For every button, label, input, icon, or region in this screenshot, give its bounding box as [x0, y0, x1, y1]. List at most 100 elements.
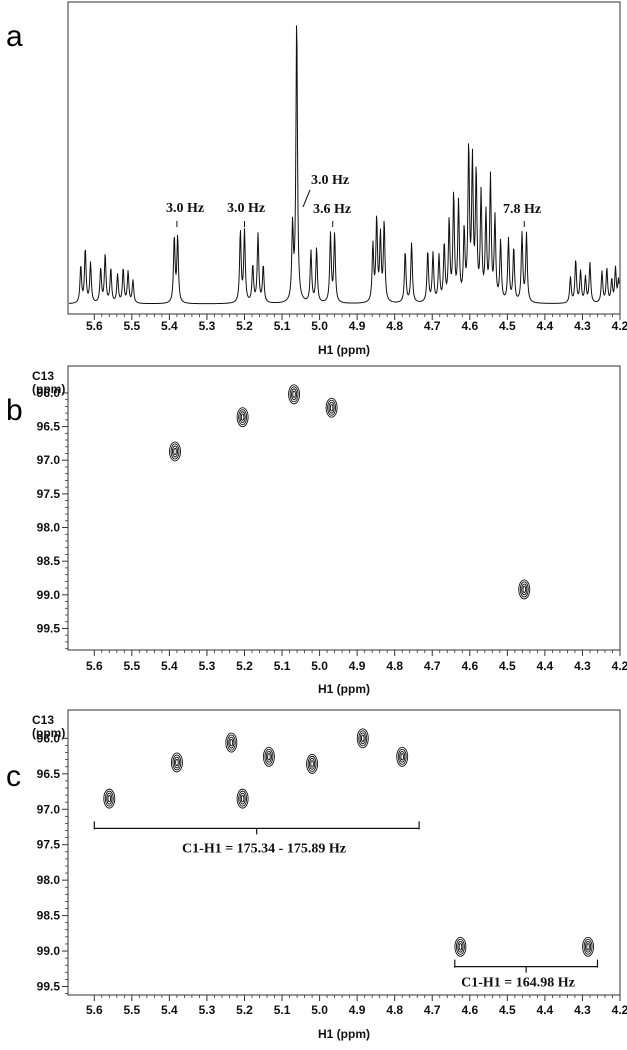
cross-peak [103, 788, 116, 809]
contour-ring [288, 384, 301, 405]
x-tick-label: 5.6 [86, 1003, 103, 1017]
annotation-leader [302, 189, 311, 208]
panel-a-frame [67, 1, 621, 315]
contour-ring [522, 585, 526, 594]
contour-ring [356, 728, 369, 749]
cross-peak [236, 788, 249, 809]
panel-c-coupled-hsqc: C13 (ppm) 96.0 96.5 97.0 97.5 98.0 98.5 99.0 99… [32, 709, 627, 1041]
cross-peak [454, 936, 467, 957]
y-tick-label: 98.0 [37, 873, 61, 887]
contour-ring [454, 936, 467, 957]
contour-ring [329, 404, 334, 412]
x-tick-label: 5.2 [236, 1003, 253, 1017]
y-tick-label: 96.5 [37, 420, 61, 434]
contour-ring [172, 754, 182, 771]
x-tick-label: 5.5 [123, 1003, 140, 1017]
cross-peak [306, 753, 319, 774]
panel-b-y-axis-label-line2: (ppm) [32, 382, 65, 396]
y-tick-label: 96.0 [37, 386, 61, 400]
contour-ring [239, 411, 246, 423]
y-tick-label: 98.0 [37, 521, 61, 535]
contour-ring [400, 753, 404, 761]
contour-ring [107, 794, 112, 803]
panel-c-y-axis-label-line1: C13 [32, 713, 54, 727]
contour-ring [103, 788, 116, 809]
x-tick-label: 5.3 [199, 659, 216, 673]
cross-peak [262, 746, 275, 767]
x-tick-label: 4.9 [349, 659, 366, 673]
contour-ring [173, 756, 180, 769]
x-tick-label: 5.3 [199, 1003, 216, 1017]
contour-ring [455, 938, 465, 955]
x-tick-label: 4.2 [612, 1003, 627, 1017]
x-tick-label: 5.0 [311, 1003, 328, 1017]
coupling-bracket: C1-H1 = 175.34 - 175.89 Hz [93, 821, 420, 856]
y-tick-label: 97.5 [37, 487, 61, 501]
y-tick-label: 98.5 [37, 554, 61, 568]
x-tick-label: 5.2 [236, 659, 253, 673]
contour-ring [170, 443, 180, 460]
x-tick-label: 4.5 [499, 1003, 516, 1017]
coupling-annotation: 7.8 Hz [503, 202, 541, 217]
x-tick-label: 4.7 [424, 319, 441, 333]
x-tick-label: 4.7 [424, 659, 441, 673]
cross-peak [356, 728, 369, 749]
cross-peak [170, 752, 183, 773]
x-tick-label: 4.3 [574, 659, 591, 673]
contour-ring [519, 581, 529, 598]
cross-peak [225, 732, 238, 753]
x-tick-label: 5.3 [199, 319, 216, 333]
contour-ring [238, 409, 248, 426]
coupling-annotation: 3.0 Hz [227, 201, 265, 216]
y-tick-label: 99.0 [37, 588, 61, 602]
contour-ring [225, 732, 238, 753]
contour-ring [396, 746, 409, 767]
x-tick-label: 5.0 [311, 319, 328, 333]
y-tick-label: 99.0 [37, 944, 61, 958]
contour-ring [240, 794, 245, 803]
x-tick-label: 4.4 [537, 1003, 554, 1017]
y-tick-label: 99.5 [37, 979, 61, 993]
cross-peak [518, 579, 531, 600]
bracket-label: C1-H1 = 164.98 Hz [461, 976, 575, 991]
x-tick-label: 4.2 [612, 659, 627, 673]
panel-b-y-axis-label-line1: C13 [32, 369, 54, 383]
contour-ring [359, 732, 366, 745]
contour-ring [458, 943, 463, 951]
contour-ring [582, 936, 595, 957]
x-tick-label: 4.3 [574, 319, 591, 333]
x-tick-label: 4.9 [349, 319, 366, 333]
contour-ring [361, 734, 365, 743]
panel-a-spectrum: 3.0 Hz 3.0 Hz 3.0 Hz 3.6 Hz 7.8 Hz 5.6 5.5 5.4… [67, 1, 627, 357]
cross-peak [325, 397, 338, 418]
contour-ring [264, 748, 274, 765]
x-tick-label: 4.6 [461, 659, 478, 673]
contour-ring [240, 413, 245, 421]
contour-ring [292, 390, 296, 398]
contour-ring [397, 748, 407, 765]
contour-ring [239, 792, 246, 805]
y-tick-label: 97.0 [37, 802, 61, 816]
contour-ring [171, 445, 179, 458]
contour-ring [358, 730, 368, 747]
x-tick-label: 5.4 [161, 659, 178, 673]
y-tick-label: 96.0 [37, 731, 61, 745]
contour-ring [309, 758, 316, 770]
contour-ring [457, 940, 464, 953]
x-tick-label: 5.4 [161, 1003, 178, 1017]
y-tick-label: 97.5 [37, 838, 61, 852]
contour-ring [267, 753, 271, 761]
contour-ring [521, 583, 528, 596]
x-tick-label: 4.6 [461, 319, 478, 333]
bracket-label: C1-H1 = 175.34 - 175.89 Hz [182, 841, 346, 856]
panel-c-y-axis-label-line2: (ppm) [32, 726, 65, 740]
cross-peak [396, 746, 409, 767]
cross-peak [169, 441, 181, 462]
contour-ring [399, 750, 406, 763]
y-tick-label: 96.5 [37, 767, 61, 781]
x-tick-label: 4.9 [349, 1003, 366, 1017]
contour-ring [586, 943, 590, 951]
x-tick-label: 4.8 [386, 319, 403, 333]
x-tick-label: 5.1 [274, 319, 291, 333]
x-tick-label: 4.8 [386, 659, 403, 673]
